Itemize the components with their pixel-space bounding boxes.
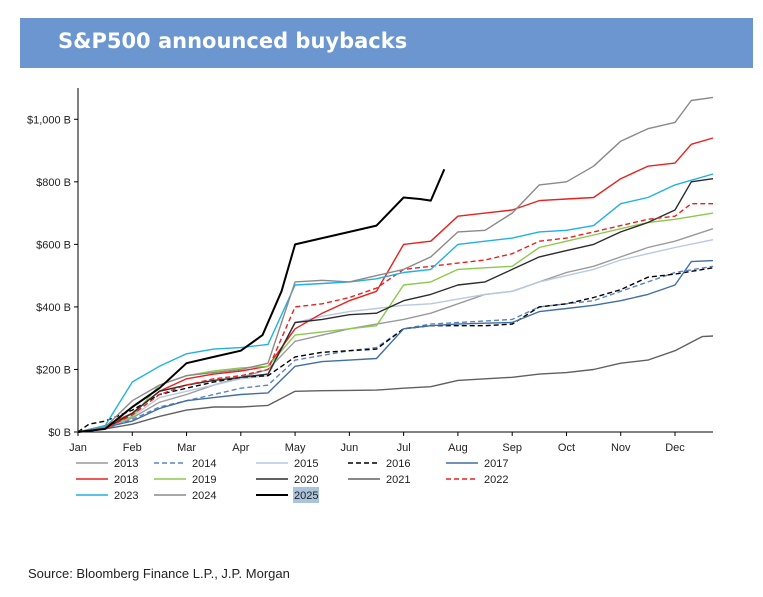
series-line-2021 bbox=[77, 335, 714, 433]
legend-label-2018: 2018 bbox=[114, 474, 138, 486]
y-tick-label: $400 B bbox=[36, 302, 71, 314]
legend-label-2024: 2024 bbox=[192, 490, 216, 502]
x-tick-label: Apr bbox=[232, 442, 249, 454]
series-line-2024 bbox=[77, 96, 714, 433]
legend-label-2023: 2023 bbox=[114, 490, 138, 502]
legend-label-2020: 2020 bbox=[294, 474, 318, 486]
source-note: Source: Bloomberg Finance L.P., J.P. Mor… bbox=[28, 566, 290, 581]
x-tick-label: Dec bbox=[665, 442, 685, 454]
y-tick-label: $1,000 B bbox=[27, 114, 71, 126]
legend-label-2014: 2014 bbox=[192, 458, 216, 470]
x-tick-label: Sep bbox=[502, 442, 522, 454]
series-line-2025 bbox=[77, 168, 446, 433]
x-tick-label: Jan bbox=[69, 442, 87, 454]
x-tick-label: May bbox=[285, 442, 306, 454]
y-tick-label: $600 B bbox=[36, 239, 71, 251]
legend-label-2016: 2016 bbox=[386, 458, 410, 470]
x-tick-label: Jun bbox=[340, 442, 358, 454]
x-tick-label: Oct bbox=[558, 442, 575, 454]
legend-label-2013: 2013 bbox=[114, 458, 138, 470]
series-line-2014 bbox=[77, 265, 714, 433]
series-line-2017 bbox=[77, 259, 714, 433]
series-line-2013 bbox=[77, 228, 714, 433]
y-tick-label: $0 B bbox=[48, 427, 71, 439]
legend-highlight bbox=[293, 487, 319, 503]
x-tick-label: Feb bbox=[123, 442, 142, 454]
y-tick-label: $200 B bbox=[36, 364, 71, 376]
legend-label-2022: 2022 bbox=[484, 474, 508, 486]
title-banner: S&P500 announced buybacks bbox=[20, 18, 753, 68]
series-line-2018 bbox=[77, 137, 714, 433]
x-tick-label: Nov bbox=[611, 442, 631, 454]
x-tick-label: Mar bbox=[177, 442, 196, 454]
chart-title: S&P500 announced buybacks bbox=[58, 29, 408, 53]
legend-label-2015: 2015 bbox=[294, 458, 318, 470]
legend-label-2017: 2017 bbox=[484, 458, 508, 470]
y-tick-label: $800 B bbox=[36, 177, 71, 189]
series-line-2019 bbox=[77, 212, 714, 433]
x-tick-label: Aug bbox=[448, 442, 468, 454]
legend-label-2019: 2019 bbox=[192, 474, 216, 486]
legend-label-2021: 2021 bbox=[386, 474, 410, 486]
legend-label-2025: 2025 bbox=[294, 490, 318, 502]
x-tick-label: Jul bbox=[397, 442, 411, 454]
series-line-2023 bbox=[77, 173, 714, 433]
